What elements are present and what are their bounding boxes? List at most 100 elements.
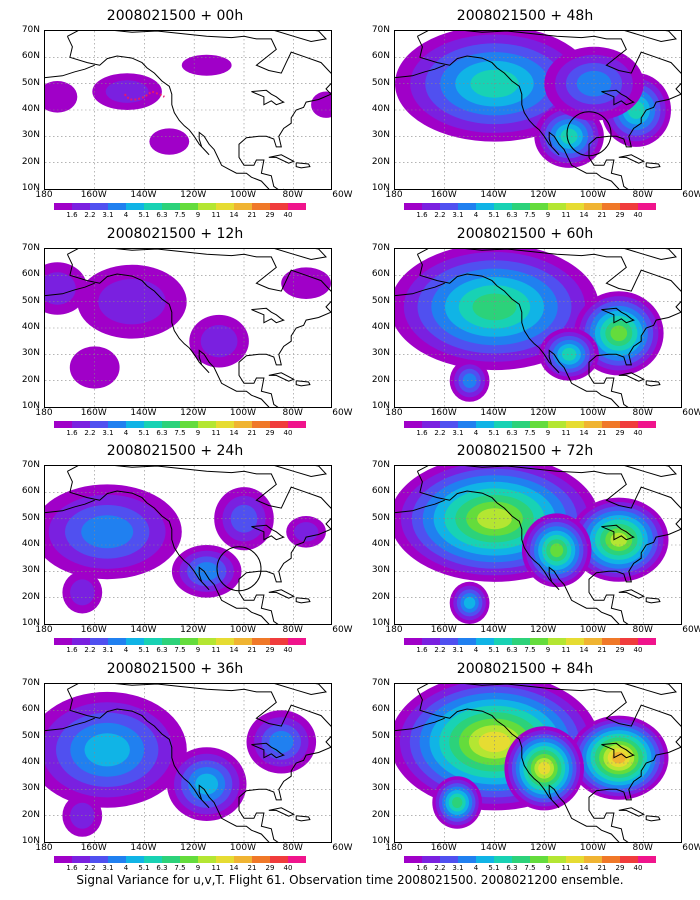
coastline (624, 31, 677, 43)
longitude-label: 180 (385, 190, 403, 200)
coastline (618, 589, 645, 599)
colorbar-swatch (216, 638, 234, 645)
colorbar-swatch (404, 856, 422, 863)
colorbar (54, 203, 306, 210)
colorbar-swatch (458, 638, 476, 645)
longitude-label: 160W (80, 625, 107, 635)
longitude-label: 140W (480, 408, 507, 418)
colorbar-swatch (144, 421, 162, 428)
variance-contour (84, 733, 130, 767)
colorbar-label: 5.1 (488, 211, 500, 219)
variance-contour (69, 346, 120, 389)
latitude-label: 20N (21, 809, 40, 820)
colorbar-label: 40 (633, 864, 643, 872)
latitude-label: 10N (21, 618, 40, 628)
coastline (601, 524, 635, 541)
colorbar-label: 11 (211, 211, 221, 219)
colorbar-swatch (476, 203, 494, 210)
colorbar-label: 6.3 (156, 646, 168, 654)
map-panel-p84: 2008021500 + 84h 70N 60N 50N 40N 30N 20N 10N 180… (360, 661, 700, 873)
colorbar-swatch (422, 638, 440, 645)
coastline (417, 249, 681, 407)
colorbar-label: 3.1 (102, 429, 114, 437)
colorbar-swatch (54, 203, 72, 210)
coastline (618, 807, 645, 817)
coastline (624, 249, 677, 261)
colorbar-label: 11 (561, 429, 571, 437)
colorbar-label: 4 (123, 864, 129, 872)
colorbar-swatch (602, 638, 620, 645)
colorbar-swatch (404, 638, 422, 645)
coastline (66, 254, 270, 407)
colorbar-label: 2.2 (84, 211, 96, 219)
colorbar-label: 2.2 (84, 646, 96, 654)
longitude-label: 80W (632, 843, 653, 853)
panel-title: 2008021500 + 24h (106, 443, 244, 459)
colorbar-label: 4 (123, 646, 129, 654)
longitude-label: 120W (530, 408, 557, 418)
longitude-label: 120W (530, 843, 557, 853)
colorbar-swatch (620, 421, 638, 428)
colorbar-label: 2.2 (84, 864, 96, 872)
variance-contour (472, 293, 517, 321)
coastline (417, 466, 681, 624)
colorbar-swatch (584, 203, 602, 210)
longitude-label: 100W (579, 843, 606, 853)
colorbar-label: 4 (473, 211, 479, 219)
coastline (67, 31, 331, 189)
coastline (274, 466, 327, 478)
colorbar-swatch (288, 421, 306, 428)
colorbar-swatch (566, 856, 584, 863)
longitude-label: 140W (480, 190, 507, 200)
longitude-label: 140W (130, 190, 157, 200)
colorbar-label: 14 (229, 211, 239, 219)
latitude-label: 40N (371, 322, 390, 332)
latitude-label: 30N (21, 130, 40, 141)
figure-caption: Signal Variance for u,v,T. Flight 61. Ob… (76, 873, 624, 887)
colorbar-swatch (548, 203, 566, 210)
colorbar-label: 4 (473, 864, 479, 872)
coastline (251, 307, 285, 324)
panel-title: 2008021500 + 12h (106, 226, 244, 242)
variance-contour (45, 81, 78, 113)
coastline (645, 815, 661, 822)
colorbar-swatch (530, 421, 548, 428)
coastline (274, 31, 327, 43)
colorbar-swatch (180, 856, 198, 863)
longitude-label: 60W (682, 843, 700, 853)
colorbar-label: 7.5 (524, 211, 536, 219)
colorbar-label: 29 (265, 646, 275, 654)
longitude-label: 160W (430, 843, 457, 853)
colorbar-label: 40 (633, 646, 643, 654)
observation-region-circle (216, 546, 262, 592)
colorbar-swatch (512, 638, 530, 645)
coastline (618, 154, 645, 164)
variance-map-svg (45, 684, 331, 842)
colorbar-label: 3.1 (102, 211, 114, 219)
latitude-label: 10N (371, 401, 390, 411)
variance-map (394, 248, 682, 408)
colorbar-label: 3.1 (452, 211, 464, 219)
colorbar-swatch (566, 203, 584, 210)
colorbar-swatch (602, 421, 620, 428)
colorbar-swatch (162, 638, 180, 645)
colorbar-label: 21 (597, 211, 607, 219)
colorbar-label: 21 (597, 429, 607, 437)
longitude-label: 100W (229, 408, 256, 418)
map-panel-p36: 2008021500 + 36h 70N 60N 50N 40N 30N 20N 10N 180… (10, 661, 353, 873)
longitude-label: 180 (385, 625, 403, 635)
longitude-label: 160W (80, 190, 107, 200)
colorbar-swatch (162, 856, 180, 863)
variance-contour (269, 730, 294, 753)
variance-contour (149, 128, 190, 155)
latitude-label: 70N (21, 243, 40, 253)
latitude-label: 20N (371, 156, 390, 167)
colorbar-label: 29 (265, 211, 275, 219)
latitude-label: 70N (371, 460, 390, 470)
coastline (45, 282, 95, 297)
longitude-label: 160W (430, 625, 457, 635)
colorbar-label: 7.5 (174, 864, 186, 872)
colorbar-label: 40 (283, 429, 293, 437)
coastline (645, 597, 661, 604)
longitude-label: 140W (130, 408, 157, 418)
